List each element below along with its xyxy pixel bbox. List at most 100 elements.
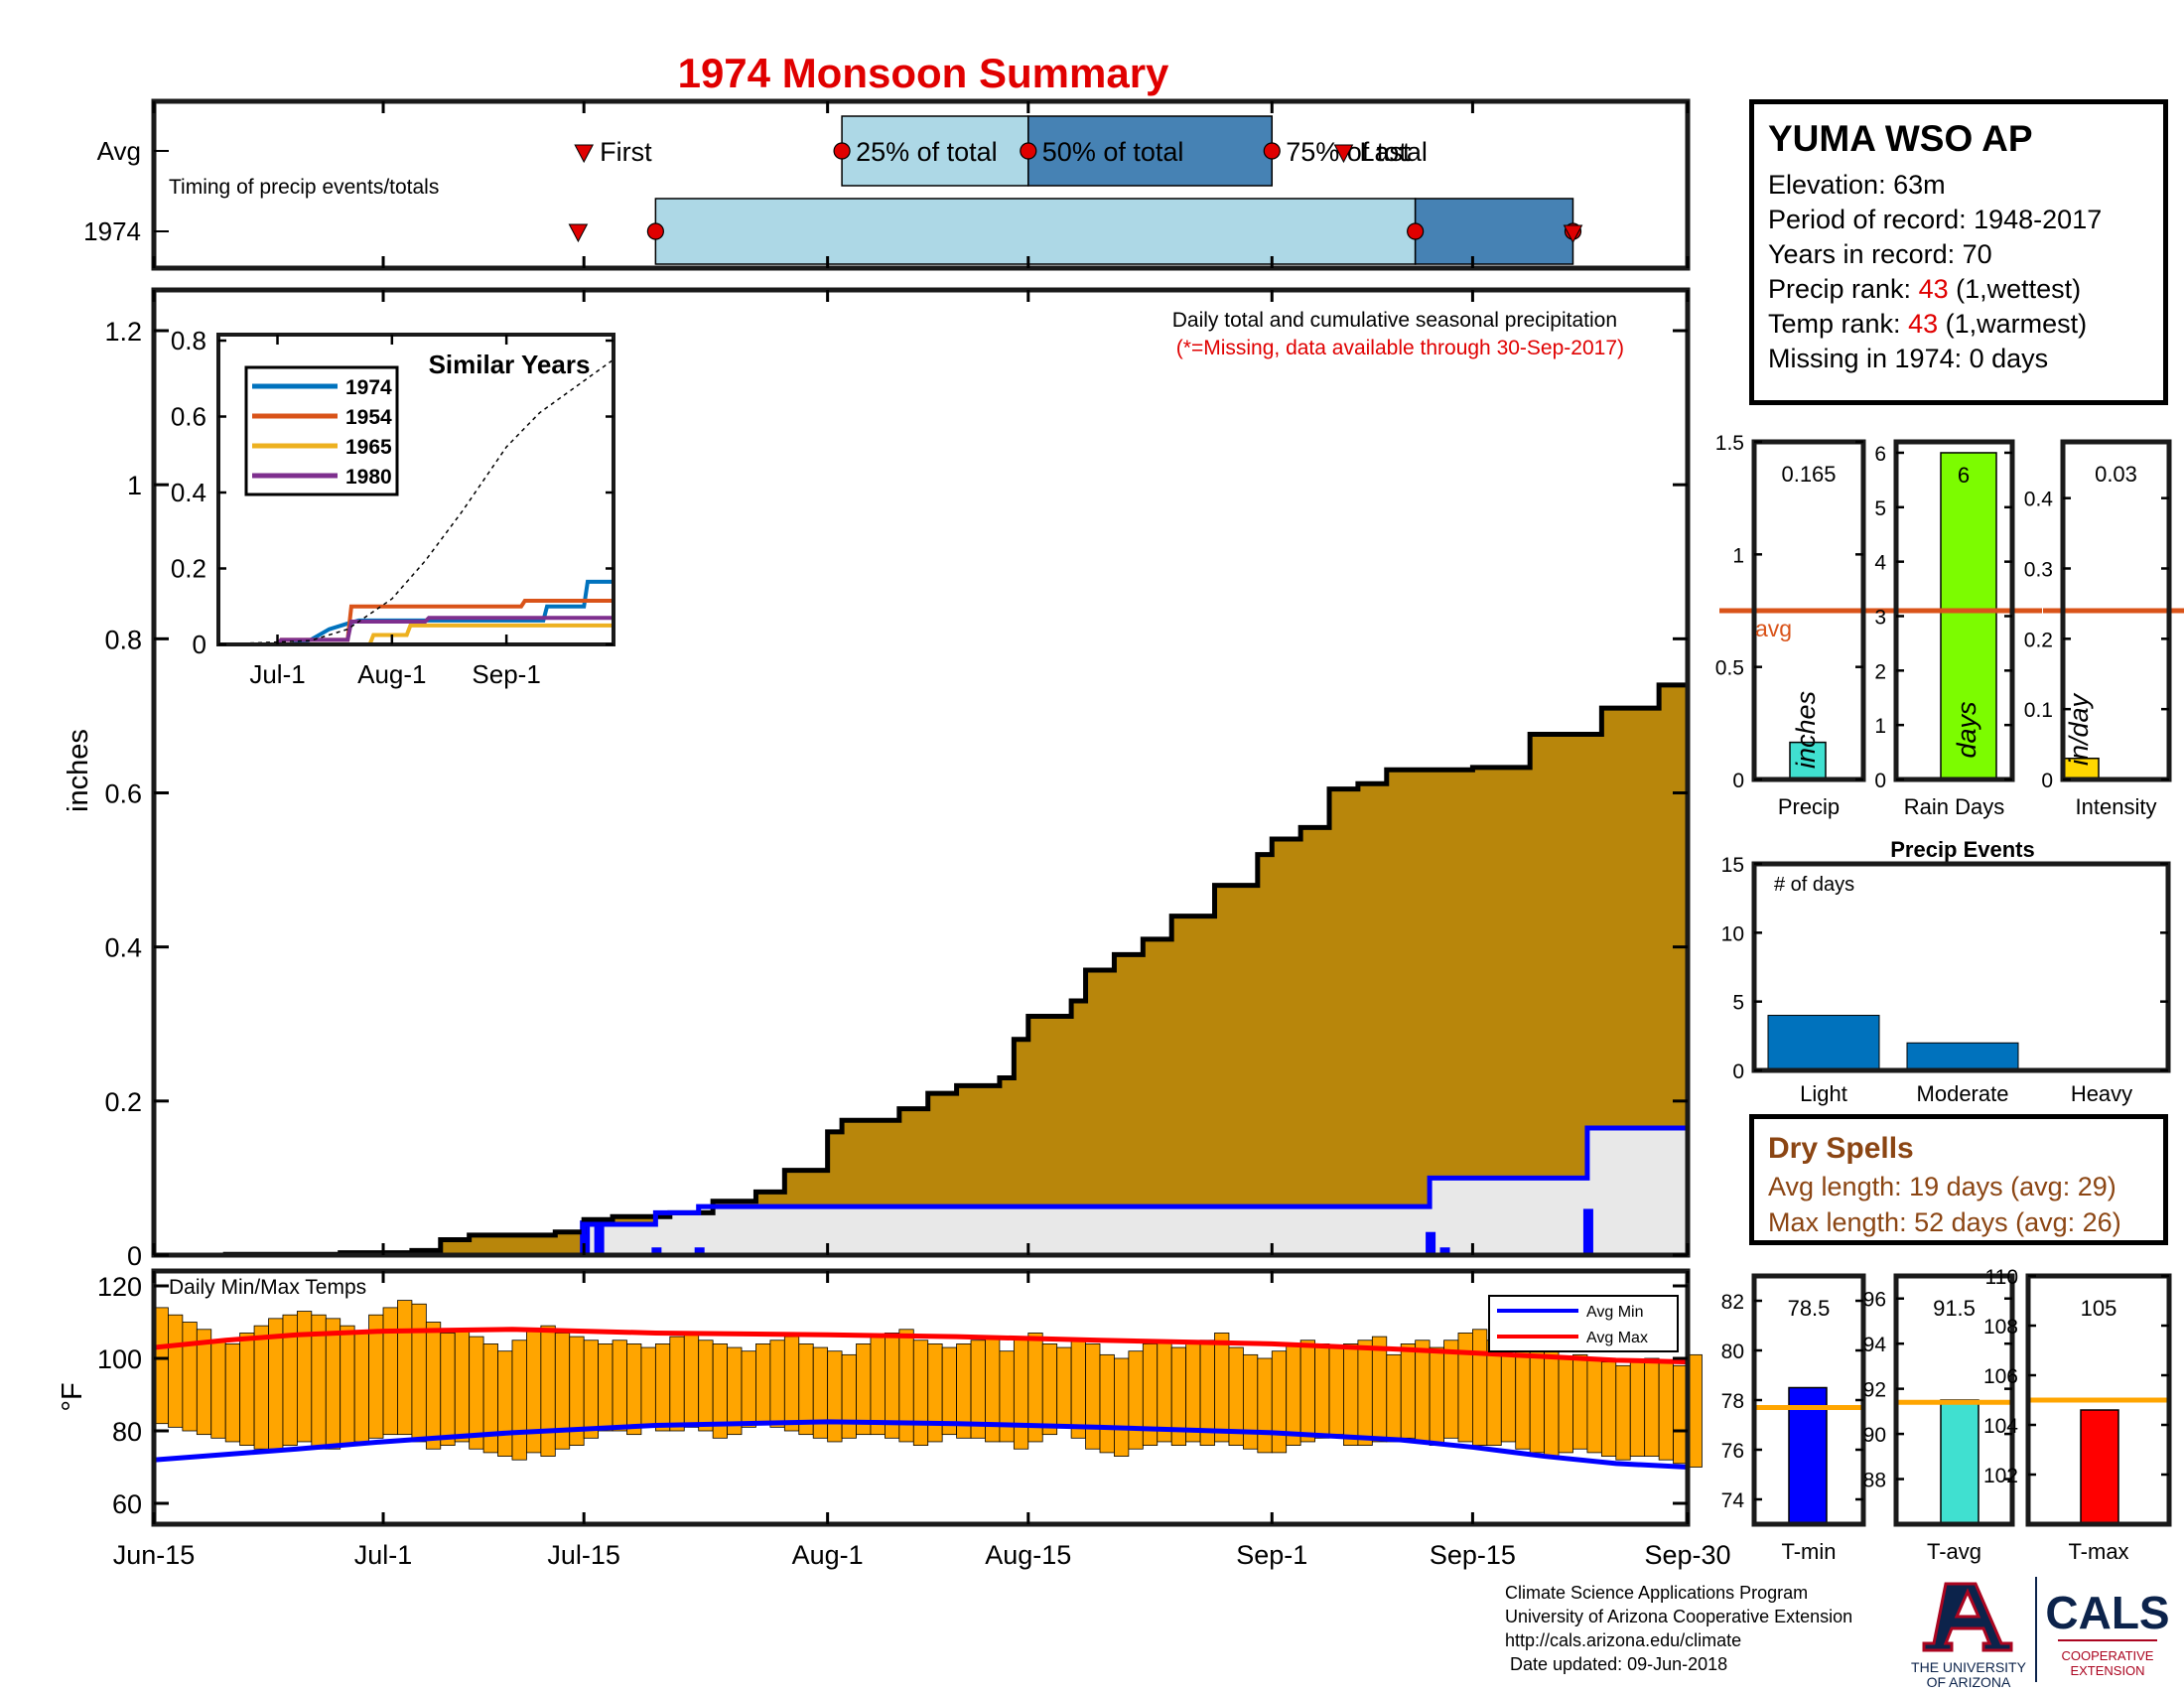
x-axis-tick-label: Sep-15 <box>1430 1540 1516 1570</box>
temp-y-axis-label: °F <box>57 1382 88 1411</box>
daily-precip-bar <box>694 1247 705 1255</box>
station-info-box: YUMA WSO AP Elevation: 63m Period of rec… <box>1749 99 2168 405</box>
temp-y-tick-label: 60 <box>112 1489 142 1519</box>
x-axis-tick-label: Sep-1 <box>1236 1540 1307 1570</box>
daily-precip-bar <box>594 1220 605 1255</box>
mini-intensity-x-label: Intensity <box>2076 794 2157 819</box>
daily-temp-bar <box>1286 1343 1301 1447</box>
avg-cumulative-line <box>154 677 1691 1258</box>
daily-temp-bar <box>598 1343 614 1432</box>
main-y-tick-label: 0 <box>127 1241 142 1271</box>
mini-tavg-bar <box>1940 1399 1979 1525</box>
mini-raindays-y-tick-label: 6 <box>1874 443 1886 466</box>
period-of-record-line: Period of record: 1948-2017 <box>1768 205 2103 234</box>
mini-raindays-x-label: Rain Days <box>1904 794 2004 819</box>
avg-75-label: 75% of total <box>1286 137 1428 167</box>
mini-intensity-frame <box>2060 439 2172 782</box>
mini-tmin-y-tick-label: 78 <box>1721 1390 1744 1413</box>
daily-temp-bar <box>1472 1329 1488 1447</box>
temp-rank-suffix: (1,warmest) <box>1938 309 2088 339</box>
daily-temp-bar <box>353 1333 369 1443</box>
precip-rank-value: 43 <box>1918 274 1949 304</box>
daily-temp-bar <box>182 1322 198 1432</box>
daily-temp-bar <box>239 1333 255 1446</box>
main-y-tick-label: 0.8 <box>104 625 142 654</box>
year-50-75-box <box>1414 198 1574 265</box>
mini-intensity-y-tick-label: 0.4 <box>2024 489 2054 511</box>
daily-temp-bar <box>1515 1346 1531 1450</box>
precip-events-bar <box>1906 1042 2019 1071</box>
daily-temp-bar <box>1013 1336 1029 1450</box>
footer-credits: Climate Science Applications Program Uni… <box>1505 1581 1852 1676</box>
temp-rank-prefix: Temp rank: <box>1768 309 1909 339</box>
year-50-marker <box>1407 222 1425 240</box>
daily-temp-bar <box>1386 1353 1402 1443</box>
mini-intensity-unit-label: in/day <box>2064 692 2094 766</box>
mini-raindays-bar <box>1940 452 1997 780</box>
daily-temp-bar <box>841 1353 857 1439</box>
daily-temp-bar <box>454 1329 471 1443</box>
years-in-record-line: Years in record: 70 <box>1768 239 1992 269</box>
x-axis-tick-label: Sep-30 <box>1644 1540 1730 1570</box>
daily-temp-bar <box>325 1318 341 1450</box>
x-axis-tick-label: Jul-15 <box>547 1540 620 1570</box>
main-y-tick-label: 1 <box>127 471 142 500</box>
mini-precip-y-tick-label: 0 <box>1732 770 1744 792</box>
avg-25-marker <box>833 142 851 160</box>
mini-tmin-value-label: 78.5 <box>1788 1296 1831 1321</box>
timing-row-label-year: 1974 <box>83 216 141 246</box>
mini-raindays-value-label: 6 <box>1958 463 1970 488</box>
daily-temp-bar <box>411 1303 427 1443</box>
mini-intensity-y-tick-label: 0 <box>2041 770 2053 792</box>
daily-temp-bar <box>1544 1350 1560 1457</box>
daily-temp-bar <box>1070 1340 1086 1439</box>
inset-frame <box>216 333 615 646</box>
daily-temp-bar <box>1529 1343 1546 1454</box>
daily-temp-bar <box>1056 1346 1072 1428</box>
daily-temp-bar <box>168 1314 184 1428</box>
mini-precip-value-label: 0.165 <box>1781 462 1836 487</box>
year-cumulative-area <box>154 1127 1688 1255</box>
mini-raindays-y-tick-label: 0 <box>1874 770 1886 792</box>
mini-tmax-x-label: T-max <box>2068 1539 2128 1564</box>
main-panel-frame <box>151 287 1691 1258</box>
daily-temp-bar <box>1128 1350 1144 1450</box>
mini-tmin-y-tick-label: 74 <box>1721 1489 1745 1512</box>
daily-temp-bar <box>1214 1333 1230 1443</box>
footer-line-date: Date updated: 09-Jun-2018 <box>1505 1654 1728 1674</box>
inset-y-tick-label: 0.8 <box>171 326 206 355</box>
avg-75-marker <box>1263 142 1281 160</box>
temp-legend-label-max: Avg Max <box>1586 1330 1648 1346</box>
mini-tavg-value-label: 91.5 <box>1933 1296 1976 1321</box>
daily-temp-bar <box>1443 1340 1459 1439</box>
daily-temp-bar <box>1572 1353 1588 1450</box>
footer-line-url: http://cals.arizona.edu/climate <box>1505 1630 1742 1650</box>
daily-temp-bar <box>1343 1343 1359 1447</box>
avg-min-line <box>153 1419 1689 1470</box>
daily-temp-bar <box>1328 1346 1344 1436</box>
inset-x-tick-label: Sep-1 <box>472 659 540 689</box>
mini-raindays-frame <box>1893 439 2015 782</box>
daily-temp-bar <box>927 1343 943 1443</box>
timing-row-label-avg: Avg <box>97 136 141 166</box>
footer-line-university: University of Arizona Cooperative Extens… <box>1505 1607 1853 1626</box>
precip-events-frame <box>1751 861 2171 1073</box>
precip-events-y-tick-label: 15 <box>1721 854 1744 877</box>
mini-tavg-y-tick-label: 94 <box>1863 1334 1887 1356</box>
mini-precip-avg-label: avg <box>1755 616 1792 641</box>
mini-intensity-y-tick-label: 0.1 <box>2024 699 2053 722</box>
mini-raindays-y-tick-label: 1 <box>1874 715 1886 738</box>
daily-temp-bar <box>669 1336 685 1432</box>
footer-line-program: Climate Science Applications Program <box>1505 1583 1809 1603</box>
inset-x-tick-label: Jul-1 <box>249 659 305 689</box>
cals-logo-text: CALS <box>2045 1587 2169 1638</box>
daily-temp-bar <box>1314 1343 1330 1439</box>
mini-tmin-y-tick-label: 80 <box>1721 1340 1744 1363</box>
elevation-line: Elevation: 63m <box>1768 170 1946 200</box>
daily-temp-bar <box>755 1343 771 1425</box>
year-last-marker <box>1563 224 1583 244</box>
temp-y-tick-label: 80 <box>112 1417 142 1447</box>
daily-temp-bar <box>1615 1364 1631 1461</box>
